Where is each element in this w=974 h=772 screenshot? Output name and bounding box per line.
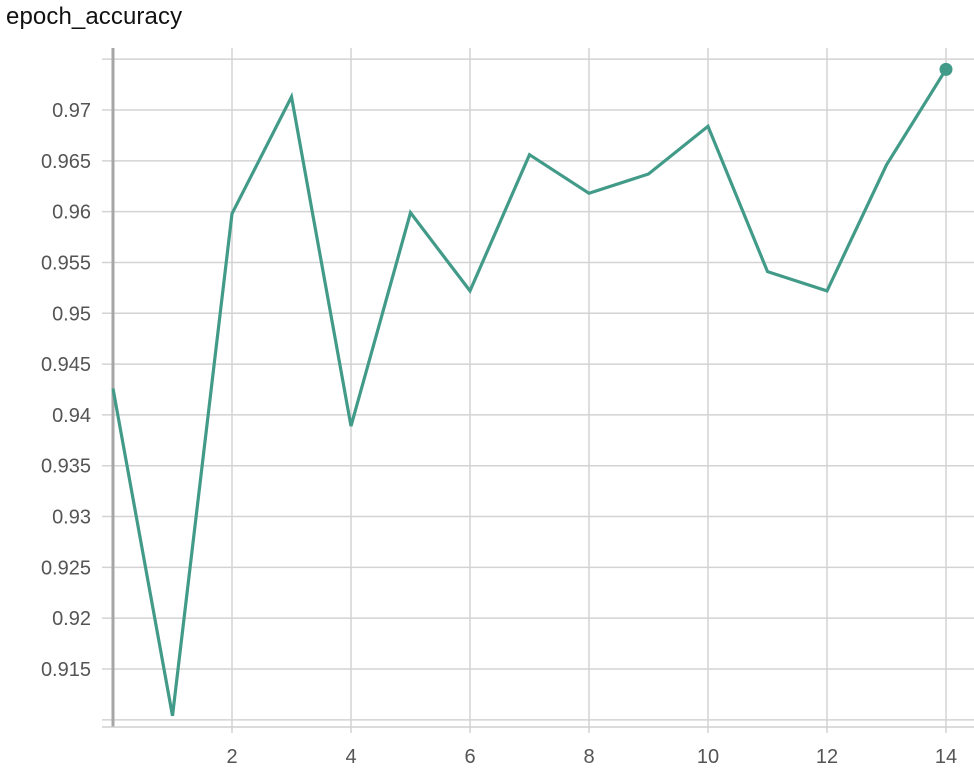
y-tick-label: 0.935 [41,456,91,478]
x-tick-label: 12 [816,746,838,768]
last-point-marker [939,62,953,76]
y-tick-label: 0.955 [41,252,91,274]
chart-title: epoch_accuracy [6,3,183,30]
x-tick-label: 6 [464,746,475,768]
y-tick-label: 0.95 [52,303,91,325]
y-tick-label: 0.96 [52,202,91,224]
y-tick-label: 0.97 [52,100,91,122]
y-tick-label: 0.915 [41,659,91,681]
x-tick-label: 8 [583,746,594,768]
gridlines [102,48,974,733]
axes [102,48,974,728]
y-tick-label: 0.925 [41,557,91,579]
x-tick-label: 2 [226,746,237,768]
tick-labels: 0.915 0.92 0.925 0.93 0.935 0.94 0.945 0.95 0.95… [41,100,957,768]
y-tick-label: 0.92 [52,608,91,630]
series-layer [111,62,953,717]
x-tick-label: 10 [697,746,719,768]
y-tick-label: 0.965 [41,151,91,173]
y-tick-label: 0.94 [52,405,91,427]
x-tick-label: 4 [345,746,356,768]
y-tick-label: 0.945 [41,354,91,376]
x-tick-label: 14 [935,746,957,768]
series-line [111,68,948,717]
y-tick-label: 0.93 [52,507,91,529]
